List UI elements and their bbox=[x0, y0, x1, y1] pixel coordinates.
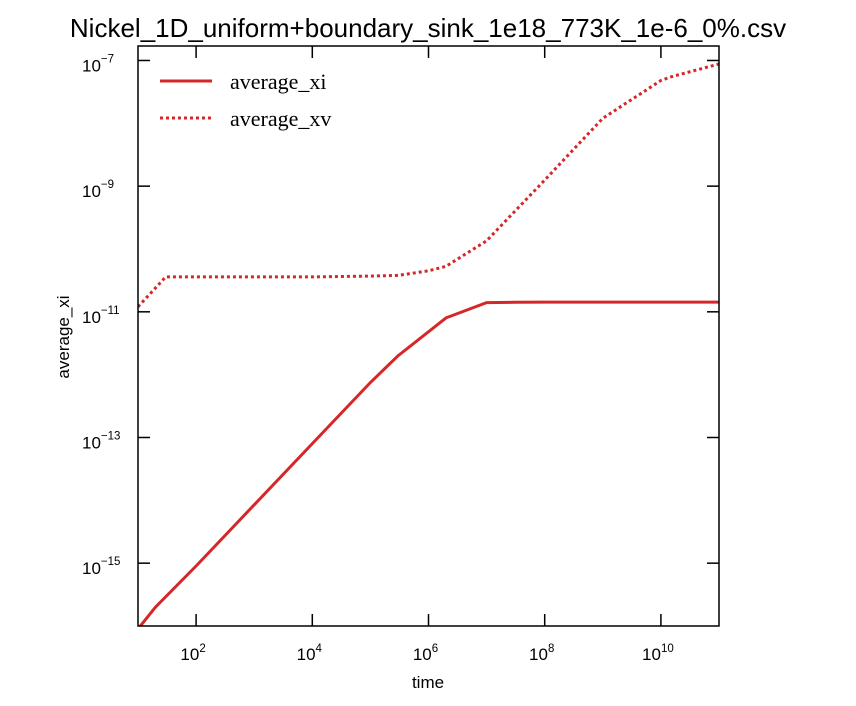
y-tick-exponent: −13 bbox=[101, 430, 121, 442]
plot-frame bbox=[137, 45, 720, 627]
y-tick-label: 10−15 bbox=[82, 556, 120, 578]
legend: average_xi average_xv bbox=[160, 69, 331, 131]
x-tick-exponent: 2 bbox=[199, 643, 205, 655]
y-tick-exponent: −7 bbox=[101, 53, 114, 65]
y-tick-label: 10−7 bbox=[82, 53, 114, 75]
x-tick-base: 10 bbox=[413, 645, 432, 664]
x-tick-label: 106 bbox=[413, 643, 438, 664]
y-tick-label: 10−11 bbox=[82, 305, 120, 327]
chart-title: Nickel_1D_uniform+boundary_sink_1e18_773… bbox=[70, 13, 786, 43]
legend-label-average-xi: average_xi bbox=[230, 69, 327, 94]
y-tick-base: 10 bbox=[82, 56, 101, 75]
y-tick-base: 10 bbox=[82, 182, 101, 201]
y-tick-base: 10 bbox=[82, 559, 101, 578]
x-tick-label: 108 bbox=[529, 643, 554, 664]
x-tick-exponent: 10 bbox=[661, 643, 674, 655]
series-line-average-xi bbox=[138, 300, 719, 626]
x-tick-exponent: 8 bbox=[548, 643, 554, 655]
y-tick-label: 10−13 bbox=[82, 430, 120, 452]
y-tick-exponent: −15 bbox=[101, 556, 121, 568]
x-tick-base: 10 bbox=[180, 645, 199, 664]
y-tick-exponent: −9 bbox=[101, 179, 114, 191]
y-tick-label: 10−9 bbox=[82, 179, 114, 201]
x-tick-base: 10 bbox=[529, 645, 548, 664]
x-tick-label: 1010 bbox=[642, 643, 674, 664]
x-tick-exponent: 4 bbox=[316, 643, 323, 655]
x-tick-base: 10 bbox=[297, 645, 316, 664]
y-tick-exponent: −11 bbox=[101, 305, 120, 317]
x-tick-label: 102 bbox=[180, 643, 205, 664]
x-axis-label: time bbox=[412, 673, 444, 692]
series-layer bbox=[138, 62, 719, 626]
legend-label-average-xv: average_xv bbox=[230, 106, 331, 131]
series-line-average-xv bbox=[138, 62, 719, 308]
y-tick-base: 10 bbox=[82, 433, 101, 452]
y-axis-label: average_xi bbox=[54, 295, 73, 378]
x-tick-exponent: 6 bbox=[432, 643, 438, 655]
x-tick-base: 10 bbox=[642, 645, 661, 664]
x-tick-label: 104 bbox=[297, 643, 323, 664]
y-tick-base: 10 bbox=[82, 308, 101, 327]
